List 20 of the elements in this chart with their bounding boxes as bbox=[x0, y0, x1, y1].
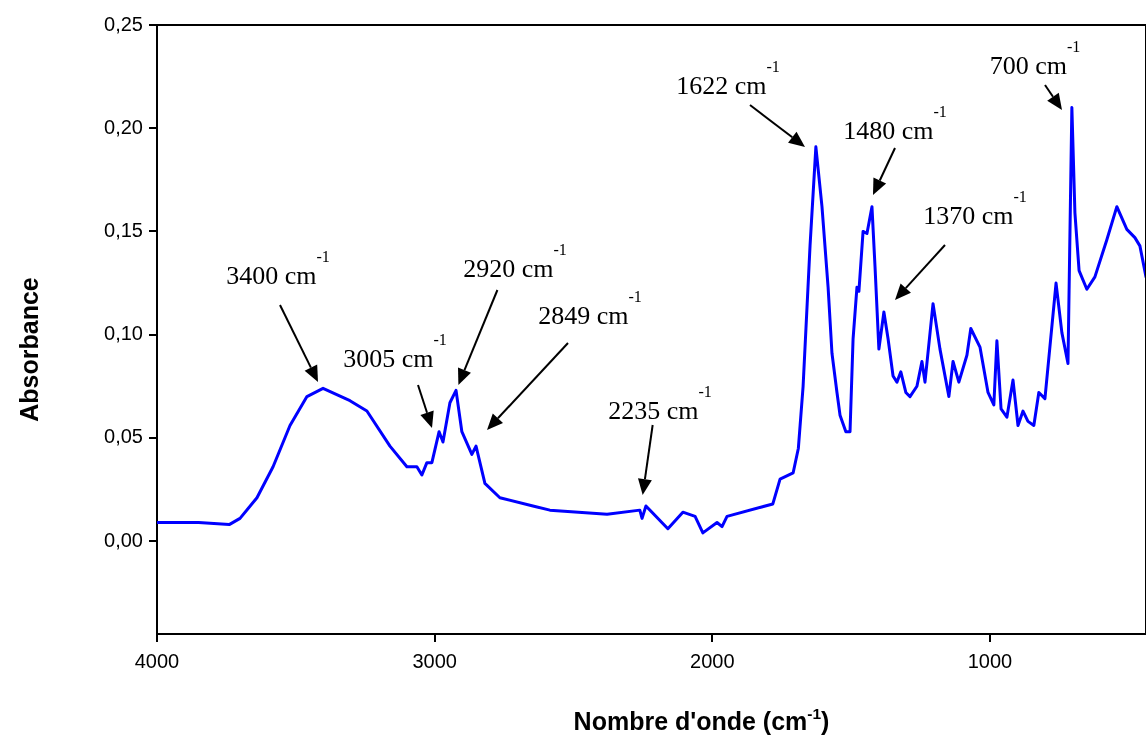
annotation: 2849 cm-1 bbox=[538, 288, 642, 330]
y-tick-label: 0,10 bbox=[104, 322, 143, 345]
annotation: 1370 cm-1 bbox=[923, 188, 1027, 230]
annotation: 1622 cm-1 bbox=[676, 58, 780, 100]
y-tick-label: 0,00 bbox=[104, 528, 143, 551]
y-tick-label: 0,15 bbox=[104, 218, 143, 241]
x-tick-label: 3000 bbox=[412, 649, 457, 672]
y-axis-title: Absorbance bbox=[15, 277, 43, 422]
annotation: 2920 cm-1 bbox=[463, 241, 567, 283]
annotation: 2235 cm-1 bbox=[608, 383, 712, 425]
annotation: 700 cm-1 bbox=[989, 38, 1081, 80]
y-tick-label: 0,25 bbox=[104, 12, 143, 35]
y-tick-label: 0,20 bbox=[104, 115, 143, 138]
x-tick-label: 4000 bbox=[134, 649, 180, 672]
x-tick-label: 1000 bbox=[967, 649, 1013, 672]
annotation: 1480 cm-1 bbox=[843, 103, 947, 145]
y-tick-label: 0,05 bbox=[104, 425, 143, 448]
annotation: 3005 cm-1 bbox=[343, 331, 447, 373]
x-tick-label: 2000 bbox=[690, 649, 735, 672]
annotation: 3400 cm-1 bbox=[226, 248, 330, 290]
